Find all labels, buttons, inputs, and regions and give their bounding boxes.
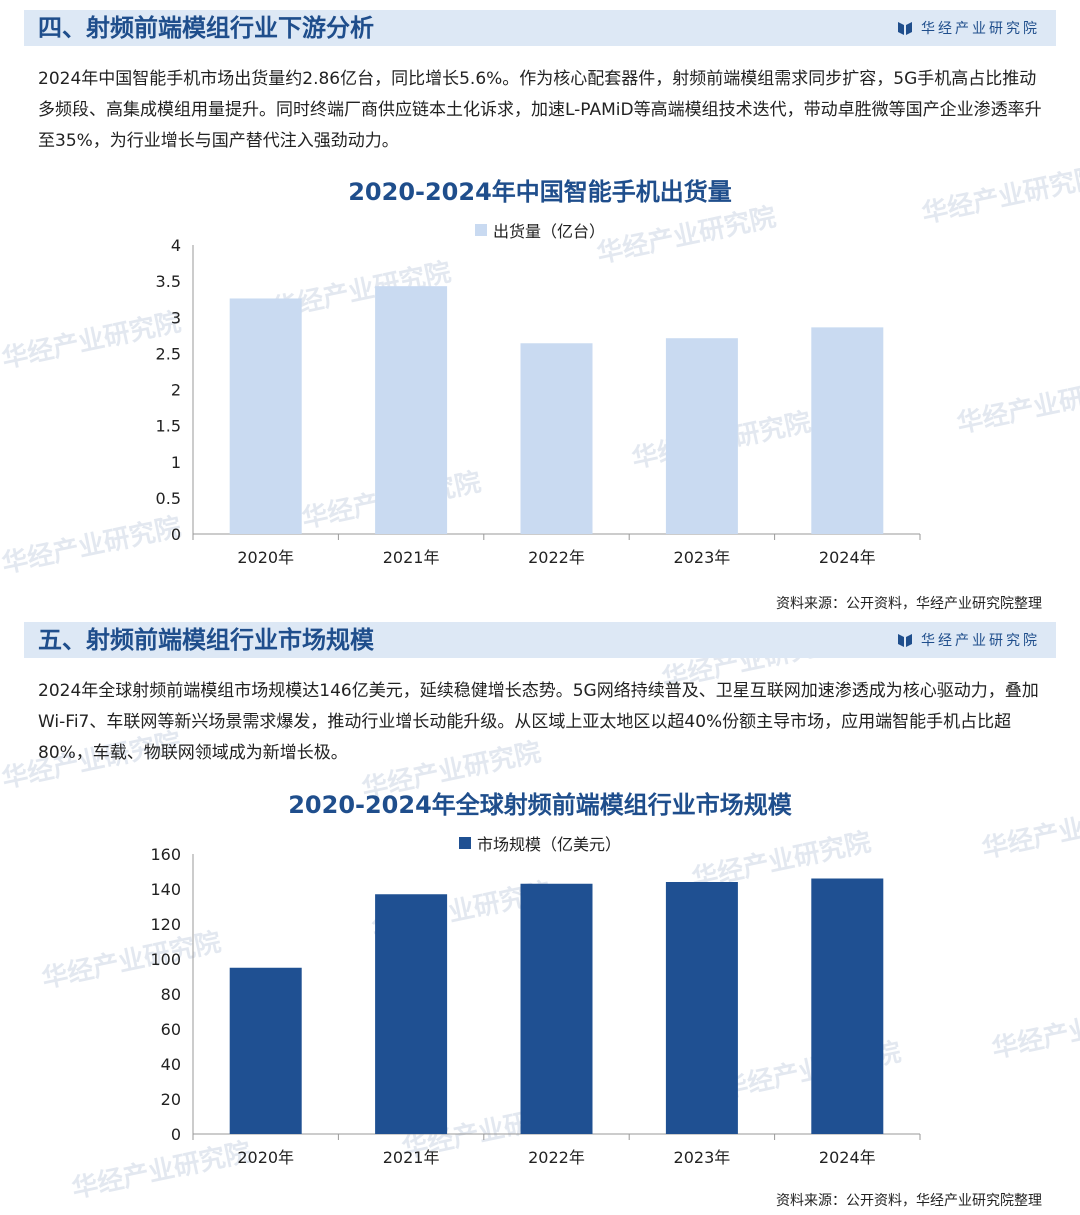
brand: 华经产业研究院 — [897, 10, 1040, 46]
y-tick-label: 100 — [150, 950, 181, 969]
y-tick-label: 4 — [171, 236, 181, 255]
y-tick-label: 60 — [161, 1020, 181, 1039]
bar — [811, 327, 884, 534]
y-tick-label: 3.5 — [156, 272, 181, 291]
section-title: 四、射频前端模组行业下游分析 — [38, 14, 374, 42]
brand-name: 华经产业研究院 — [921, 633, 1040, 649]
x-tick-label: 2022年 — [528, 548, 585, 567]
section-title: 五、射频前端模组行业市场规模 — [38, 626, 374, 654]
y-tick-label: 0 — [171, 1125, 181, 1144]
y-tick-label: 0 — [171, 525, 181, 544]
bar — [811, 878, 884, 1134]
y-tick-label: 0.5 — [156, 489, 181, 508]
brand-name: 华经产业研究院 — [921, 21, 1040, 37]
y-tick-label: 140 — [150, 880, 181, 899]
x-tick-label: 2021年 — [383, 548, 440, 567]
y-tick-label: 80 — [161, 985, 181, 1004]
bar — [229, 298, 302, 534]
bar — [375, 894, 448, 1134]
bar — [520, 883, 593, 1134]
chart-legend: 市场规模（亿美元） — [0, 831, 1080, 855]
legend-swatch — [458, 837, 471, 849]
y-tick-label: 1 — [171, 453, 181, 472]
brand-logo-icon — [898, 22, 912, 35]
x-tick-label: 2021年 — [383, 1148, 440, 1167]
section-header-downstream: 四、射频前端模组行业下游分析 华经产业研究院 — [24, 10, 1056, 46]
legend-swatch — [474, 224, 487, 236]
legend-label: 出货量（亿台） — [492, 222, 605, 241]
paragraph-downstream: 2024年中国智能手机市场出货量约2.86亿台，同比增长5.6%。作为核心配套器… — [38, 69, 1042, 151]
y-tick-label: 1.5 — [156, 417, 181, 436]
chart-title: 2020-2024年中国智能手机出货量 — [348, 178, 732, 206]
paragraph-market-size: 2024年全球射频前端模组市场规模达146亿美元，延续稳健增长态势。5G网络持续… — [38, 681, 1039, 763]
bar — [665, 882, 738, 1134]
source-note: 资料来源：公开资料，华经产业研究院整理 — [776, 1193, 1042, 1209]
y-tick-label: 2.5 — [156, 344, 181, 363]
y-tick-label: 20 — [161, 1090, 181, 1109]
y-tick-label: 40 — [161, 1055, 181, 1074]
x-tick-label: 2023年 — [674, 548, 731, 567]
chart-legend: 出货量（亿台） — [0, 218, 1080, 242]
shipments-bar-chart: 0 0.5 1 1.5 2 2.5 3 3.5 4 2020年 2021年 2022年 2023年 202… — [156, 236, 921, 567]
y-tick-label: 120 — [150, 915, 181, 934]
bar — [375, 286, 448, 534]
x-tick-label: 2024年 — [819, 548, 876, 567]
market-size-bar-chart: 0 20 40 60 80 100 120 140 160 2020年 2021年 2022年 2023… — [150, 845, 921, 1167]
brand: 华经产业研究院 — [897, 622, 1040, 658]
brand-logo-icon — [898, 634, 912, 647]
bar — [665, 338, 738, 534]
section-header-market-size: 五、射频前端模组行业市场规模 华经产业研究院 — [24, 622, 1056, 658]
x-tick-label: 2020年 — [237, 1148, 294, 1167]
legend-label: 市场规模（亿美元） — [476, 835, 621, 854]
bar — [520, 343, 593, 534]
x-tick-label: 2023年 — [674, 1148, 731, 1167]
y-tick-label: 2 — [171, 381, 181, 400]
x-tick-label: 2024年 — [819, 1148, 876, 1167]
chart-title: 2020-2024年全球射频前端模组行业市场规模 — [288, 791, 792, 819]
source-note: 资料来源：公开资料，华经产业研究院整理 — [776, 596, 1042, 612]
x-tick-label: 2022年 — [528, 1148, 585, 1167]
y-tick-label: 3 — [171, 308, 181, 327]
x-tick-label: 2020年 — [237, 548, 294, 567]
y-tick-label: 160 — [150, 845, 181, 864]
bar — [229, 967, 302, 1134]
